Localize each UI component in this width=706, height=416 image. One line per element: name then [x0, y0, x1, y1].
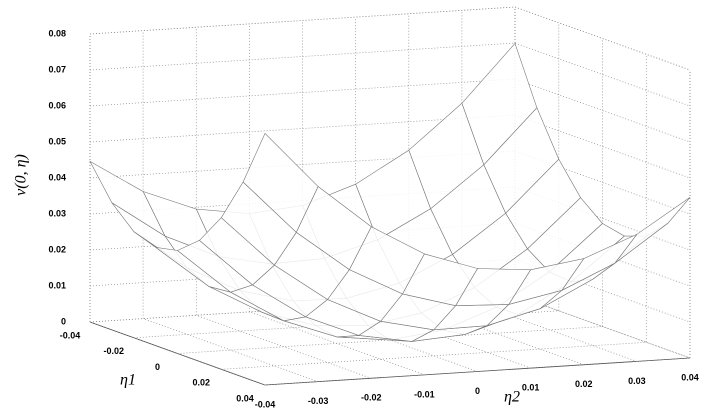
z-tick-label: 0.08 [48, 28, 66, 38]
y-tick-label: 0.03 [628, 376, 646, 386]
grid-line [89, 78, 691, 143]
x-tick-label: 0 [155, 362, 160, 372]
x-tick-label: -0.04 [60, 330, 81, 340]
z-tick-label: 0.06 [48, 100, 66, 110]
grid-line [133, 22, 560, 339]
y-tick-label: -0.03 [308, 396, 329, 406]
x-tick-label: 0.02 [192, 378, 210, 388]
z-tick-label: 0.04 [48, 172, 66, 182]
y-tick-label: -0.02 [361, 393, 382, 403]
y-tick-label: -0.04 [255, 399, 276, 409]
y-axis-label: η2 [504, 389, 520, 406]
grid-line [177, 38, 603, 354]
z-tick-label: 0.07 [48, 64, 66, 74]
surface-cell [614, 197, 691, 264]
z-tick-label: 0.01 [48, 280, 66, 290]
y-tick-label: 0.01 [522, 383, 540, 393]
z-tick-label: 0.05 [48, 136, 66, 146]
x-axis-label: η1 [120, 372, 136, 389]
x-tick-label: -0.02 [103, 346, 124, 356]
grid-line [89, 7, 516, 323]
y-tick-label: 0 [475, 386, 480, 396]
grid-line [89, 114, 691, 179]
z-tick-label: 0 [61, 316, 66, 326]
grid-line [89, 150, 691, 215]
grid-line [89, 42, 691, 107]
box-edge [89, 6, 691, 71]
z-tick-label: 0.03 [48, 208, 66, 218]
surface-cell [242, 132, 319, 233]
grid-line [221, 54, 647, 370]
z-tick-label: 0.02 [48, 244, 66, 254]
y-tick-label: 0.02 [575, 379, 593, 389]
y-tick-label: 0.04 [681, 372, 699, 382]
y-tick-label: -0.01 [414, 389, 435, 399]
x-tick-label: 0.04 [236, 393, 254, 403]
grid-line [89, 6, 691, 71]
z-axis-label: v(0, η) [13, 154, 30, 196]
grid-line [264, 70, 691, 386]
